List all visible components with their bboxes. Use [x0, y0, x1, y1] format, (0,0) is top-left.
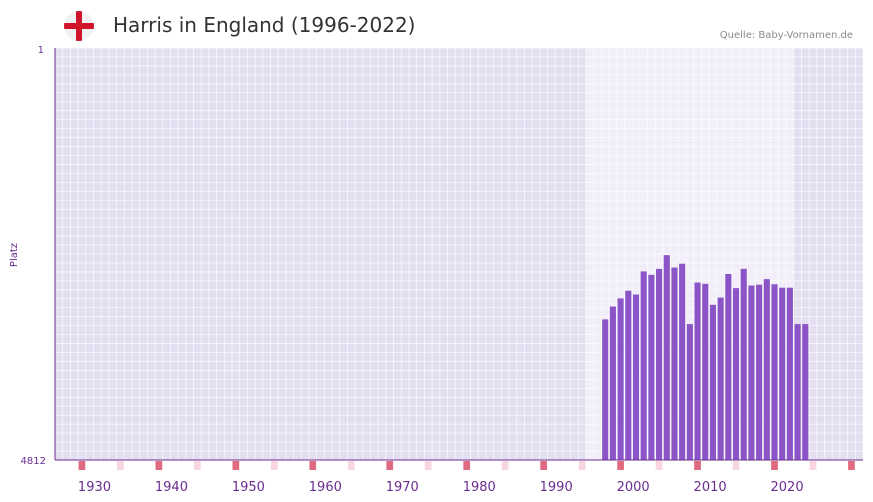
x-tick-label-2010: 2010 [694, 480, 727, 495]
bar-2018 [771, 284, 778, 460]
x-tick-label-1940: 1940 [155, 480, 188, 495]
chart-title: Harris in England (1996-2022) [113, 13, 416, 37]
year-marker-1968 [386, 461, 394, 470]
year-marker-2023 [809, 461, 817, 470]
bar-2013 [732, 288, 740, 460]
y-axis-label: Platz [9, 243, 20, 267]
bar-2012 [725, 273, 732, 460]
year-marker-1933 [117, 461, 124, 470]
year-marker-1983 [501, 461, 509, 470]
y-axis-bottom-label: 4812 [21, 456, 46, 467]
year-marker-1973 [424, 461, 432, 470]
bar-2014 [740, 268, 747, 460]
bar-2019 [779, 287, 786, 460]
bar-2005 [671, 267, 678, 460]
bar-2011 [717, 297, 724, 460]
x-tick-label-1950: 1950 [232, 480, 265, 495]
bar-2007 [686, 324, 693, 460]
bar-2016 [756, 284, 763, 460]
x-tick-label-1970: 1970 [386, 480, 419, 495]
england-flag-icon [64, 11, 94, 41]
bar-2020 [786, 287, 793, 460]
year-marker-2003 [655, 461, 663, 470]
grid-lines [54, 47, 864, 461]
bar-2001 [640, 271, 647, 460]
year-marker-1998 [617, 461, 624, 470]
year-marker-2013 [732, 461, 740, 470]
bar-2008 [694, 282, 701, 460]
year-marker-1928 [78, 461, 86, 470]
x-tick-label-2020: 2020 [771, 480, 804, 495]
x-tick-label-1960: 1960 [309, 480, 342, 495]
year-marker-2018 [771, 461, 778, 470]
bar-2003 [656, 268, 663, 460]
source-credit: Quelle: Baby-Vornamen.de [719, 30, 853, 41]
year-marker-1943 [194, 461, 201, 470]
bar-2000 [632, 294, 640, 460]
bars [602, 255, 809, 460]
bar-2021 [794, 324, 801, 460]
x-tick-label-2000: 2000 [617, 480, 650, 495]
bar-2006 [679, 263, 686, 460]
x-tick-label-1990: 1990 [540, 480, 573, 495]
bar-2002 [648, 274, 655, 460]
y-axis-top-label: 1 [38, 45, 44, 56]
bar-1999 [625, 290, 632, 460]
bar-1998 [617, 298, 624, 460]
year-marker-1953 [270, 461, 278, 470]
year-marker-1958 [309, 461, 317, 470]
bar-2022 [802, 324, 809, 460]
bar-2015 [748, 285, 755, 460]
year-marker-1978 [463, 461, 471, 470]
year-marker-1993 [578, 461, 586, 470]
bar-2004 [663, 255, 670, 460]
year-marker-1938 [155, 461, 163, 470]
bar-1997 [609, 306, 616, 460]
x-tick-label-1930: 1930 [78, 480, 111, 495]
bar-1996 [602, 319, 609, 460]
year-markers [78, 461, 855, 470]
bar-2010 [709, 304, 716, 460]
year-marker-2028 [848, 461, 855, 470]
year-marker-1963 [347, 461, 355, 470]
year-marker-1988 [540, 461, 547, 470]
bar-2017 [763, 279, 770, 460]
year-marker-1948 [232, 461, 240, 470]
x-tick-label-1980: 1980 [463, 480, 496, 495]
x-tick-labels: 1930 1940 1950 1960 1970 1980 1990 2000 2010 2020 [78, 480, 804, 495]
bar-2009 [702, 283, 709, 460]
year-marker-2008 [694, 461, 701, 470]
